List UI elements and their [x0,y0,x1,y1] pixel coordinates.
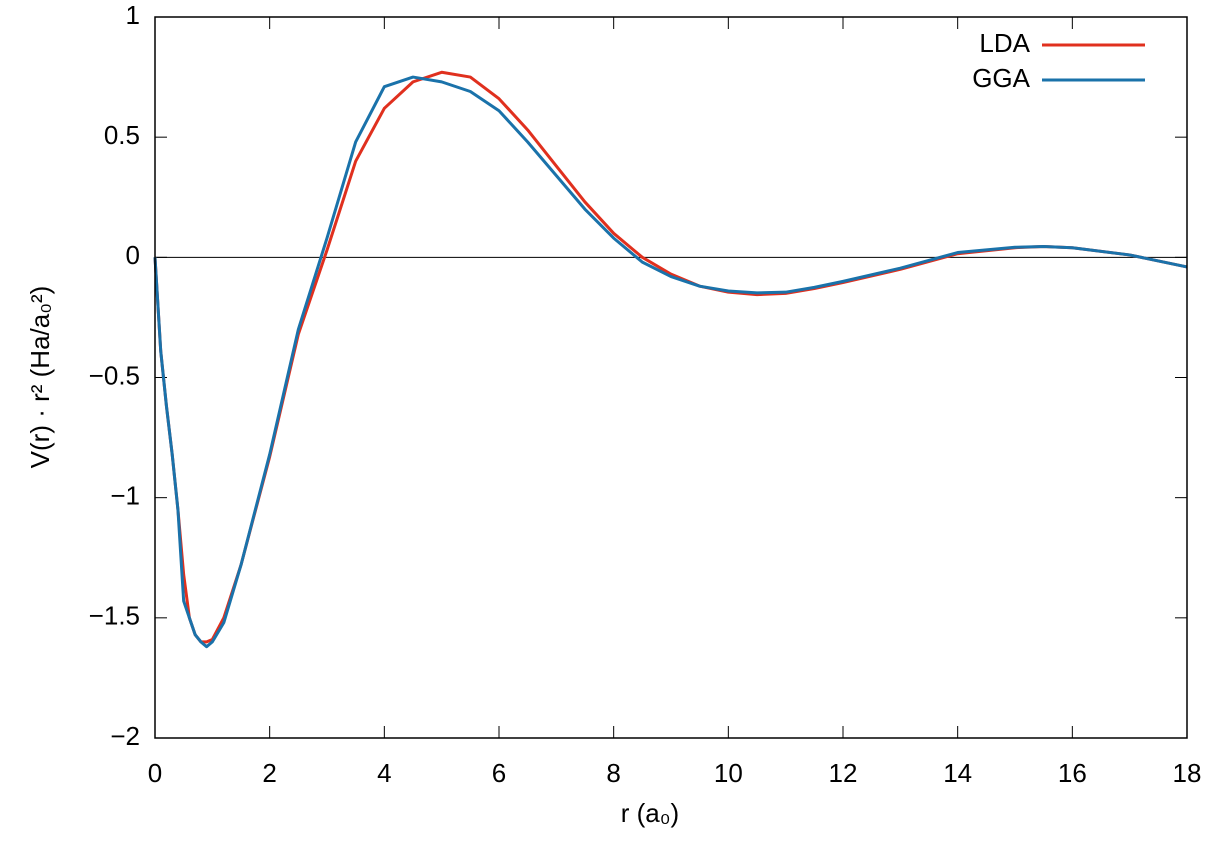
y-tick-label: −1 [110,481,140,511]
y-tick-label: 1 [126,0,140,30]
y-axis-label: V(r) · r² (Ha/a₀²) [25,286,55,469]
x-axis-label: r (a₀) [621,798,679,828]
x-tick-label: 2 [262,758,276,788]
x-tick-label: 14 [943,758,972,788]
x-tick-label: 16 [1058,758,1087,788]
y-tick-label: 0 [126,240,140,270]
line-series [153,75,1188,649]
x-tick-label: 0 [148,758,162,788]
x-tick-label: 12 [829,758,858,788]
plot-frame [154,16,1188,739]
x-tick-label: 6 [492,758,506,788]
x-tick-label: 18 [1173,758,1202,788]
x-tick-label: 4 [377,758,391,788]
x-tick-label: 8 [606,758,620,788]
y-tick-label: −2 [110,721,140,751]
y-tick-label: −0.5 [89,360,140,390]
legend-label: GGA [972,63,1030,93]
y-tick-label: 0.5 [104,120,140,150]
line-series [153,70,1188,644]
x-tick-label: 10 [714,758,743,788]
legend-label: LDA [979,28,1030,58]
y-tick-label: −1.5 [89,601,140,631]
